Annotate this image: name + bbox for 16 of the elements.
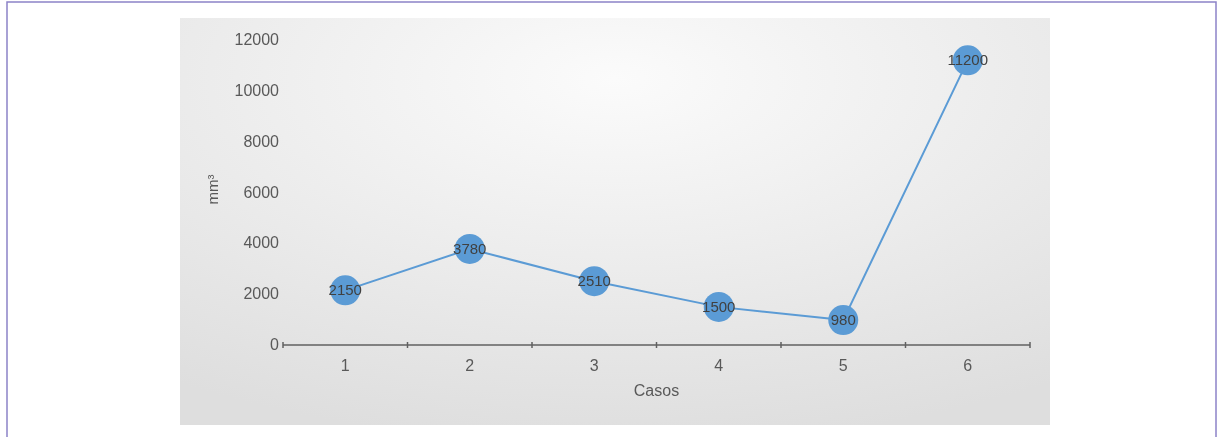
y-tick-label: 10000 bbox=[234, 81, 280, 99]
y-axis-title: mm³ bbox=[204, 174, 221, 205]
x-tick-label: 2 bbox=[465, 357, 475, 374]
x-tick-label: 1 bbox=[340, 357, 350, 374]
y-tick-label: 8000 bbox=[243, 132, 280, 150]
y-tick-label: 4000 bbox=[243, 234, 280, 252]
x-axis-title: Casos bbox=[633, 382, 680, 399]
x-tick-label: 4 bbox=[714, 357, 724, 374]
x-tick-label: 5 bbox=[838, 357, 848, 374]
x-tick-label: 6 bbox=[963, 357, 973, 374]
x-tick-label: 3 bbox=[589, 357, 599, 374]
y-tick-label: 0 bbox=[270, 336, 280, 353]
y-tick-label: 2000 bbox=[243, 285, 280, 303]
y-tick-label: 12000 bbox=[234, 31, 280, 48]
y-tick-label: 6000 bbox=[243, 183, 280, 201]
data-label: 980 bbox=[830, 311, 856, 329]
